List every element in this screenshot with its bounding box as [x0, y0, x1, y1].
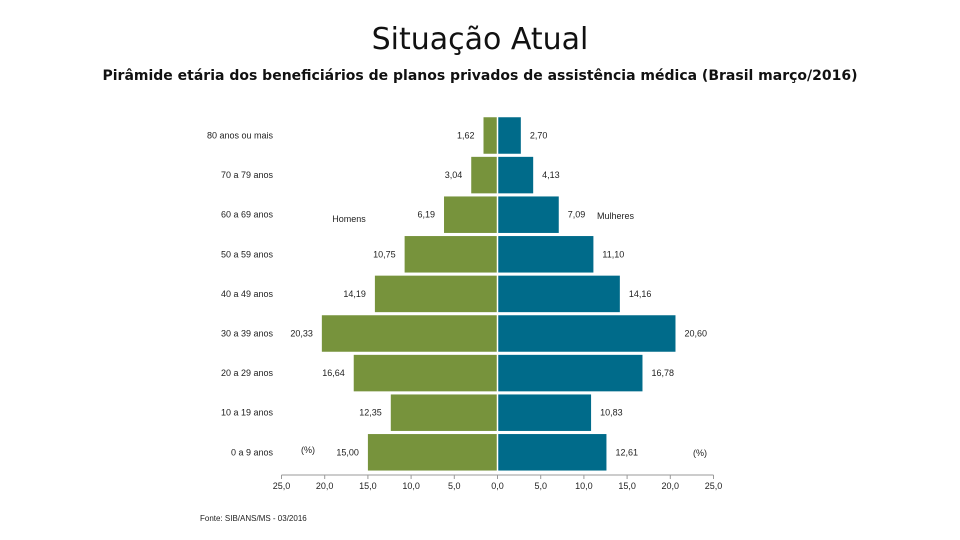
- bar-mulheres: [497, 394, 592, 431]
- category-label: 60 a 69 anos: [221, 210, 274, 220]
- bar-mulheres: [497, 117, 521, 154]
- category-label: 80 anos ou mais: [207, 131, 274, 141]
- bar-mulheres: [497, 354, 643, 392]
- data-label-mulheres: 7,09: [568, 210, 586, 220]
- data-label-mulheres: 14,16: [629, 289, 652, 299]
- category-label: 50 a 59 anos: [221, 249, 274, 259]
- x-tick-label: 25,0: [273, 481, 291, 491]
- x-tick-label: 15,0: [618, 481, 636, 491]
- data-label-mulheres: 11,10: [602, 249, 624, 259]
- bar-homens: [483, 117, 498, 154]
- x-tick-label: 5,0: [534, 481, 547, 491]
- data-label-homens: 10,75: [373, 249, 396, 259]
- x-tick-label: 15,0: [359, 481, 377, 491]
- data-label-homens: 3,04: [445, 170, 463, 180]
- bar-homens: [404, 236, 498, 273]
- x-tick-label: 20,0: [662, 481, 680, 491]
- category-label: 40 a 49 anos: [221, 289, 274, 299]
- data-label-mulheres: 10,83: [600, 408, 623, 418]
- source-note: Fonte: SIB/ANS/MS - 03/2016: [200, 514, 307, 523]
- data-label-homens: 1,62: [457, 131, 475, 141]
- x-tick-label: 20,0: [316, 481, 334, 491]
- bar-homens: [471, 156, 498, 194]
- data-label-homens: 6,19: [417, 210, 435, 220]
- bar-homens: [321, 315, 498, 352]
- category-label: 0 a 9 anos: [231, 447, 274, 457]
- bar-homens: [367, 434, 498, 471]
- data-label-homens: 16,64: [322, 368, 345, 378]
- bar-mulheres: [497, 275, 620, 313]
- data-label-mulheres: 4,13: [542, 170, 560, 180]
- data-label-homens: 20,33: [290, 329, 313, 339]
- bar-homens: [353, 354, 498, 392]
- legend-homens: Homens: [332, 214, 366, 224]
- bar-homens: [390, 394, 498, 431]
- x-tick-label: 0,0: [491, 481, 504, 491]
- category-label: 30 a 39 anos: [221, 329, 274, 339]
- bar-mulheres: [497, 236, 594, 273]
- data-label-mulheres: 12,61: [615, 447, 638, 457]
- unit-label-left: (%): [301, 445, 315, 455]
- category-label: 70 a 79 anos: [221, 170, 274, 180]
- bar-mulheres: [497, 434, 607, 471]
- bar-mulheres: [497, 196, 559, 233]
- data-label-homens: 15,00: [336, 447, 359, 457]
- data-label-homens: 12,35: [359, 408, 382, 418]
- category-label: 20 a 29 anos: [221, 368, 274, 378]
- category-label: 10 a 19 anos: [221, 408, 274, 418]
- x-tick-label: 5,0: [448, 481, 461, 491]
- chart-subtitle: Pirâmide etária dos beneficiários de pla…: [102, 68, 858, 84]
- page-title: Situação Atual: [371, 22, 589, 57]
- legend-mulheres: Mulheres: [597, 211, 635, 221]
- unit-label-right: (%): [693, 448, 707, 458]
- x-tick-label: 10,0: [575, 481, 593, 491]
- bar-homens: [374, 275, 498, 313]
- data-label-homens: 14,19: [343, 289, 366, 299]
- data-label-mulheres: 16,78: [651, 368, 674, 378]
- bar-homens: [444, 196, 498, 233]
- bar-mulheres: [497, 156, 534, 194]
- x-tick-label: 25,0: [705, 481, 723, 491]
- bar-mulheres: [497, 315, 676, 352]
- data-label-mulheres: 20,60: [684, 329, 707, 339]
- data-label-mulheres: 2,70: [530, 131, 548, 141]
- x-tick-label: 10,0: [402, 481, 420, 491]
